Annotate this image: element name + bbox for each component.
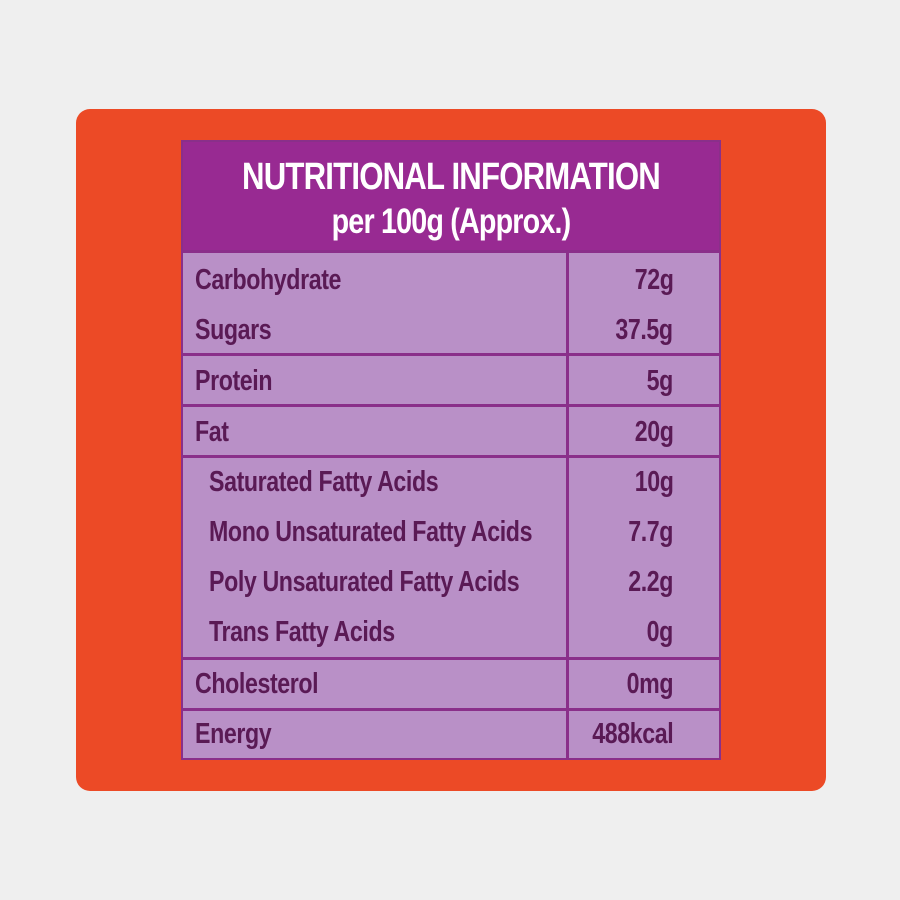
row-value-trans-fatty-acids: 0g (646, 616, 674, 648)
row-value-sugars: 37.5g (615, 314, 674, 346)
row-value-fat: 20g (634, 416, 673, 448)
row-value-cholesterol: 0mg (626, 668, 673, 700)
row-label-saturated-fatty-acids: Saturated Fatty Acids (209, 466, 439, 498)
divider (183, 250, 719, 253)
divider (183, 455, 719, 458)
row-value-energy: 488kcal (591, 718, 673, 750)
divider (183, 657, 719, 660)
row-value-carbohydrate: 72g (634, 264, 673, 296)
row-value-mono-unsaturated-fatty-acids: 7.7g (628, 516, 673, 548)
row-label-poly-unsaturated-fatty-acids: Poly Unsaturated Fatty Acids (209, 566, 520, 598)
nutrition-table: NUTRITIONAL INFORMATION per 100g (Approx… (181, 140, 721, 760)
row-value-saturated-fatty-acids: 10g (634, 466, 673, 498)
row-label-energy: Energy (195, 718, 272, 750)
divider (183, 708, 719, 711)
row-label-mono-unsaturated-fatty-acids: Mono Unsaturated Fatty Acids (209, 516, 533, 548)
table-header: NUTRITIONAL INFORMATION per 100g (Approx… (183, 142, 719, 250)
row-label-carbohydrate: Carbohydrate (195, 264, 342, 296)
row-value-protein: 5g (646, 365, 674, 397)
row-value-poly-unsaturated-fatty-acids: 2.2g (628, 566, 673, 598)
row-label-sugars: Sugars (195, 314, 272, 346)
divider (183, 404, 719, 407)
table-subtitle: per 100g (Approx.) (331, 202, 572, 241)
row-label-protein: Protein (195, 365, 273, 397)
column-divider (566, 250, 569, 758)
row-label-fat: Fat (195, 416, 229, 448)
table-title: NUTRITIONAL INFORMATION (242, 156, 661, 198)
row-label-cholesterol: Cholesterol (195, 668, 319, 700)
divider (183, 353, 719, 356)
row-label-trans-fatty-acids: Trans Fatty Acids (209, 616, 395, 648)
